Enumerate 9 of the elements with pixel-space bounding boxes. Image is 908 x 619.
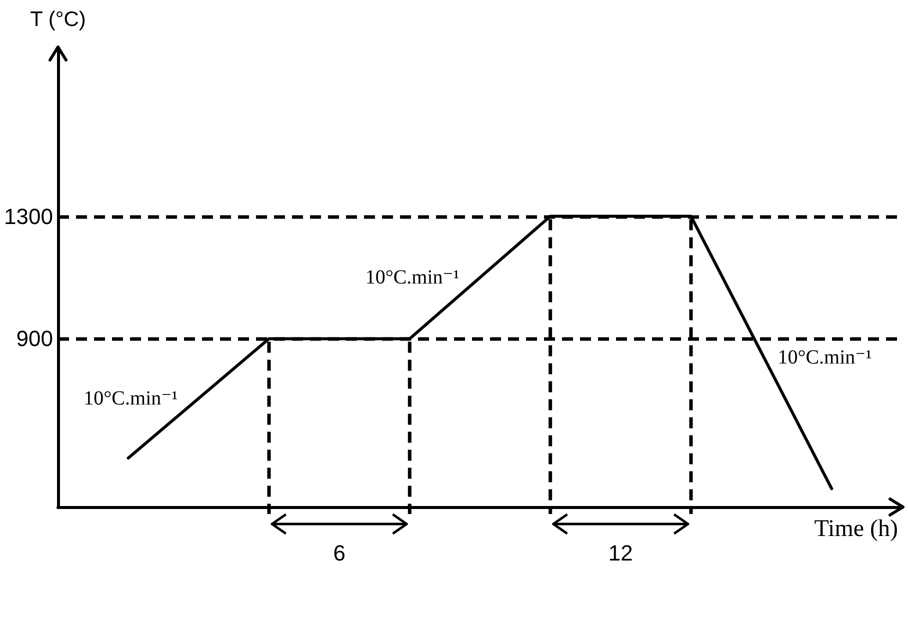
text: 12 (608, 540, 633, 566)
y-axis-title: T (°C) (30, 8, 86, 31)
text: 6 (333, 540, 346, 566)
annotation: 10°C.min⁻¹ (365, 266, 460, 288)
y-tick-label: 1300 (4, 204, 53, 229)
y-tick-label: 900 (16, 326, 53, 352)
annotation: 10°C.min⁻¹ (84, 387, 178, 410)
x-axis-title: Time (h) (814, 516, 898, 542)
annotation: 10°C.min⁻¹ (778, 346, 872, 369)
